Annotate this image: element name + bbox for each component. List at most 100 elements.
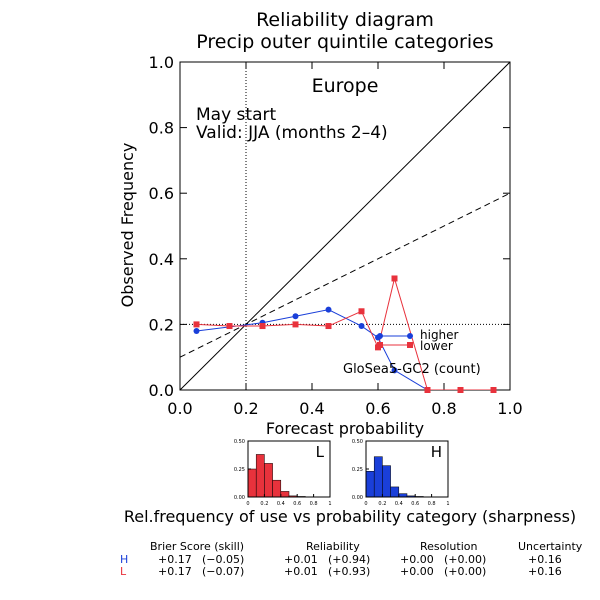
- sharpness-lower-panel: 0.00 0.25 0.50 0 0.2 0.4 0.6 0.8 1 L: [234, 439, 332, 507]
- legend-marker-higher: [407, 333, 413, 339]
- sharpness-xtick-label: 0.8: [428, 501, 436, 507]
- series-point-higher: [292, 313, 299, 320]
- annotation-line-2: Valid: JJA (months 2–4): [196, 123, 388, 143]
- sharpness-ytick-label: 0.50: [234, 439, 245, 445]
- y-axis-label: Observed Frequency: [118, 143, 137, 308]
- score-res-l: +0.00: [400, 565, 434, 578]
- sharpness-bar-L: [272, 479, 282, 498]
- y-tick-label: 0.6: [149, 184, 174, 203]
- sharpness-ytick-label: 0.25: [352, 467, 363, 473]
- score-header-uncertainty: Uncertainty: [518, 540, 583, 553]
- score-rel-skill-h: (+0.94): [328, 553, 371, 566]
- score-header-resolution: Resolution: [420, 540, 478, 553]
- x-tick-label: 1.0: [497, 399, 522, 418]
- sharpness-xtick-label: 0.4: [395, 501, 403, 507]
- sharpness-xtick-label: 0.2: [378, 501, 386, 507]
- y-tick-label: 0.8: [149, 119, 174, 138]
- y-tick-label: 1.0: [149, 53, 174, 72]
- model-label: GloSea5-GC2 (count): [343, 362, 481, 377]
- sharpness-bar-L: [255, 454, 265, 498]
- sharpness-xtick-label: 0.6: [293, 501, 301, 507]
- series-point-higher: [325, 306, 332, 313]
- sharpness-ytick-label: 0.25: [234, 467, 245, 473]
- legend-marker-higher: [377, 333, 383, 339]
- main-plot-area: 0.0 0.2 0.4 0.6 0.8 1.0 0.0 0.2 0.4 0.6 0.8 1.0: [149, 53, 523, 418]
- score-header-brier: Brier Score (skill): [150, 540, 245, 553]
- reliability-chart: Reliability diagram Precip outer quintil…: [118, 9, 576, 526]
- sharpness-bar-H: [390, 486, 400, 498]
- sharpness-xtick-label: 1: [328, 501, 331, 507]
- main-plot-lines: [180, 62, 510, 390]
- series-point-lower: [490, 387, 497, 393]
- legend-higher-label: higher: [420, 328, 459, 342]
- series-point-lower: [391, 275, 398, 282]
- series-point-lower: [193, 321, 200, 328]
- sharpness-xtick-label: 0.8: [310, 501, 318, 507]
- sharpness-ytick-label: 0.00: [352, 495, 363, 501]
- sharpness-panel-label: L: [316, 443, 325, 461]
- legend-marker-lower: [407, 342, 413, 348]
- legend-lower-label: lower: [420, 339, 453, 353]
- y-tick-label: 0.0: [149, 381, 174, 400]
- sharpness-xtick-label: 1: [446, 501, 449, 507]
- series-point-lower: [226, 323, 233, 330]
- sharpness-bar-H: [365, 470, 375, 498]
- chart-subtitle: Precip outer quintile categories: [196, 31, 493, 53]
- x-tick-label: 0.4: [299, 399, 324, 418]
- score-label-l: L: [120, 565, 127, 578]
- series-point-lower: [292, 321, 299, 328]
- sharpness-ytick-label: 0.50: [352, 439, 363, 445]
- score-rel-h: +0.01: [284, 553, 318, 566]
- series-point-higher: [193, 327, 200, 334]
- sharpness-xtick-label: 0.6: [411, 501, 419, 507]
- sharpness-panel-label: H: [431, 443, 442, 461]
- perfect-reliability-line: [180, 62, 510, 390]
- series-point-lower: [457, 387, 464, 393]
- series-point-lower: [358, 308, 365, 315]
- score-unc-l: +0.16: [528, 565, 562, 578]
- sharpness-xtick-label: 0.2: [260, 501, 268, 507]
- score-brier-skill-l: (−0.07): [202, 565, 245, 578]
- score-label-h: H: [120, 553, 129, 566]
- sharpness-bar-L: [247, 468, 257, 498]
- y-tick-label: 0.2: [149, 315, 174, 334]
- x-tick-label: 0.0: [167, 399, 192, 418]
- sharpness-xtick-label: 0: [364, 501, 367, 507]
- sharpness-ytick-label: 0.00: [234, 495, 245, 501]
- sharpness-bar-H: [398, 493, 408, 498]
- score-res-skill-h: (+0.00): [444, 553, 487, 566]
- legend-marker-lower: [377, 342, 383, 348]
- score-brier-h: +0.17: [158, 553, 192, 566]
- sharpness-xtick-label: 0: [246, 501, 249, 507]
- sharpness-bar-L: [280, 491, 290, 498]
- sharpness-xtick-label: 0.4: [277, 501, 285, 507]
- region-label: Europe: [312, 75, 379, 97]
- x-axis-label: Forecast probability: [266, 419, 424, 438]
- plot-frame: [179, 61, 511, 391]
- sharpness-bar-L: [264, 463, 273, 498]
- annotation-line-1: May start: [196, 105, 276, 125]
- score-header-reliability: Reliability: [306, 540, 360, 553]
- series-point-lower: [325, 323, 332, 330]
- score-brier-skill-h: (−0.05): [202, 553, 245, 566]
- sharpness-bar-H: [382, 465, 391, 498]
- sharpness-title: Rel.frequency of use vs probability cate…: [124, 507, 576, 526]
- score-res-skill-l: (+0.00): [444, 565, 487, 578]
- x-tick-label: 0.6: [365, 399, 390, 418]
- series-point-lower: [424, 387, 431, 393]
- sharpness-higher-panel: 0.00 0.25 0.50 0 0.2 0.4 0.6 0.8 1 H: [352, 439, 450, 507]
- series-point-higher: [391, 367, 398, 374]
- score-brier-l: +0.17: [158, 565, 192, 578]
- score-rel-l: +0.01: [284, 565, 318, 578]
- no-skill-line: [180, 192, 510, 358]
- score-unc-h: +0.16: [528, 553, 562, 566]
- y-tick-label: 0.4: [149, 250, 174, 269]
- x-tick-label: 0.8: [431, 399, 456, 418]
- x-tick-label: 0.2: [233, 399, 258, 418]
- series-point-lower: [259, 323, 266, 330]
- sharpness-bar-H: [373, 456, 383, 498]
- score-res-h: +0.00: [400, 553, 434, 566]
- chart-title: Reliability diagram: [256, 9, 434, 31]
- series-point-higher: [358, 323, 365, 330]
- score-rel-skill-l: (+0.93): [328, 565, 371, 578]
